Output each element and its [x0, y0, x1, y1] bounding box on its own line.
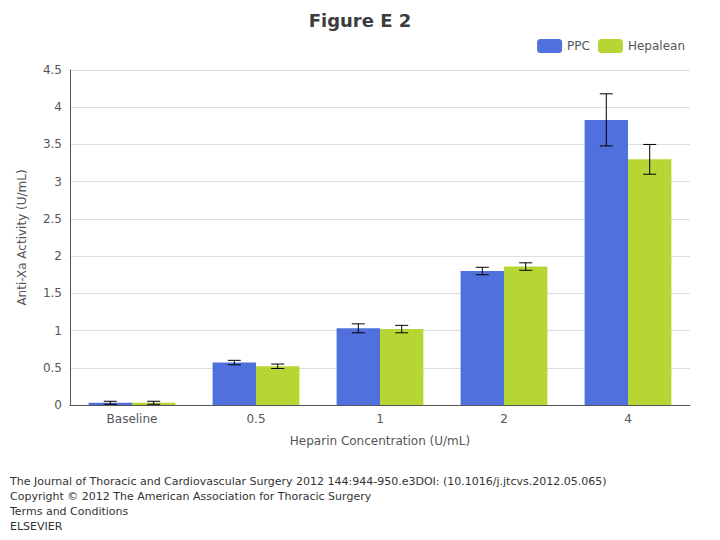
- svg-text:2: 2: [54, 249, 62, 263]
- svg-text:3: 3: [54, 175, 62, 189]
- svg-text:1: 1: [54, 324, 62, 338]
- svg-text:1: 1: [376, 412, 384, 426]
- svg-text:PPC: PPC: [567, 39, 590, 53]
- svg-text:Anti-Xa Activity (U/mL): Anti-Xa Activity (U/mL): [15, 169, 29, 305]
- svg-text:Heparin Concentration (U/mL): Heparin Concentration (U/mL): [290, 434, 470, 448]
- svg-text:ELSEVIER: ELSEVIER: [10, 520, 63, 533]
- svg-text:4: 4: [54, 100, 62, 114]
- svg-text:4.5: 4.5: [43, 63, 62, 77]
- svg-text:Terms and Conditions: Terms and Conditions: [9, 505, 129, 518]
- svg-text:3.5: 3.5: [43, 137, 62, 151]
- svg-text:4: 4: [624, 412, 632, 426]
- svg-text:1.5: 1.5: [43, 286, 62, 300]
- svg-text:Copyright © 2012 The American: Copyright © 2012 The American Associatio…: [10, 490, 372, 503]
- svg-text:2.5: 2.5: [43, 212, 62, 226]
- svg-text:Baseline: Baseline: [107, 412, 158, 426]
- svg-text:Figure E 2: Figure E 2: [309, 10, 412, 31]
- svg-text:Hepalean: Hepalean: [628, 39, 685, 53]
- svg-text:2: 2: [500, 412, 508, 426]
- svg-text:0.5: 0.5: [246, 412, 265, 426]
- svg-text:The Journal of Thoracic and Ca: The Journal of Thoracic and Cardiovascul…: [9, 475, 606, 488]
- svg-text:0: 0: [54, 398, 62, 412]
- svg-text:0.5: 0.5: [43, 361, 62, 375]
